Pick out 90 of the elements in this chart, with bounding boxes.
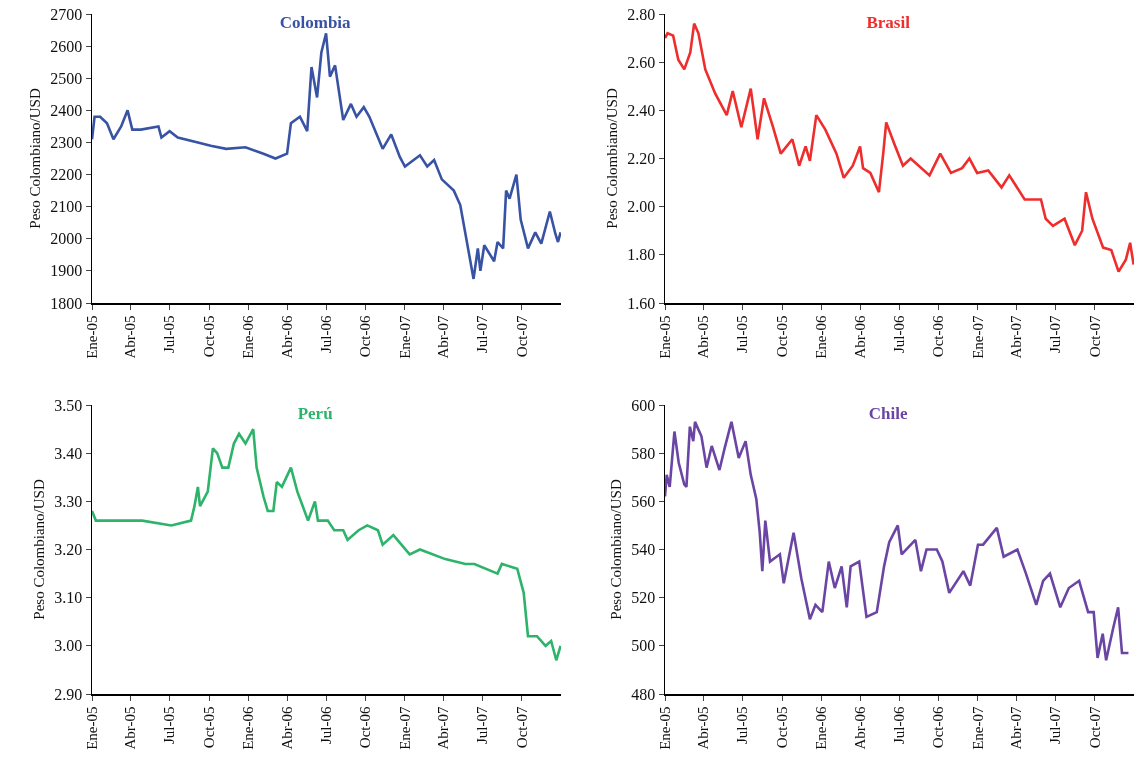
x-tick-label: Abr-07	[435, 315, 452, 359]
y-axis-title: Peso Colombiano/USD	[603, 88, 620, 229]
x-tick-label: Ene-05	[83, 706, 100, 750]
y-tick-label: 2000	[50, 230, 83, 248]
x-tick-label: Abr-05	[695, 315, 712, 359]
chart-title: Chile	[868, 403, 908, 423]
x-tick-label: Ene-06	[240, 315, 257, 359]
y-tick-label: 3.50	[54, 396, 83, 414]
x-tick-label: Abr-06	[851, 315, 868, 359]
y-tick-label: 3.10	[54, 589, 83, 607]
y-tick-label: 3.40	[54, 444, 83, 462]
x-tick-label: Ene-07	[969, 315, 986, 359]
y-tick-label: 3.20	[54, 541, 83, 559]
x-tick-label: Abr-05	[122, 706, 139, 750]
x-tick-label: Abr-06	[278, 315, 295, 359]
x-tick-label: Oct-06	[357, 315, 374, 358]
x-tick-label: Ene-05	[656, 706, 673, 750]
x-tick-label: Jul-07	[1047, 315, 1064, 353]
x-tick-label: Abr-07	[1008, 706, 1025, 750]
x-tick-label: Ene-06	[813, 706, 830, 750]
x-tick-label: Oct-07	[513, 706, 530, 749]
y-tick-label: 2.60	[627, 53, 656, 71]
y-tick-label: 2.40	[627, 101, 656, 119]
x-tick-label: Jul-07	[474, 706, 491, 744]
x-tick-label: Jul-05	[161, 315, 178, 353]
x-tick-label: Oct-05	[773, 315, 790, 358]
x-tick-label: Abr-05	[122, 315, 139, 359]
y-tick-label: 600	[631, 396, 656, 414]
x-tick-label: Jul-06	[890, 315, 907, 353]
x-tick-label: Oct-07	[1086, 315, 1103, 358]
chart-title: Colombia	[279, 12, 352, 32]
y-tick-label: 2700	[50, 5, 83, 23]
y-tick-label: 2500	[50, 69, 83, 87]
y-tick-label: 2100	[50, 198, 83, 216]
x-tick-label: Oct-05	[200, 706, 217, 749]
chart-title: Brasil	[866, 12, 911, 32]
x-tick-label: Oct-06	[930, 315, 947, 358]
y-axis-title: Peso Colombiano/USD	[26, 88, 43, 229]
y-axis-title: Peso Colombiano/USD	[607, 479, 624, 620]
y-tick-label: 560	[631, 492, 656, 510]
y-axis-title: Peso Colombiano/USD	[30, 479, 47, 620]
x-tick-label: Oct-07	[513, 315, 530, 358]
x-tick-label: Abr-07	[1008, 315, 1025, 359]
y-tick-label: 2.00	[627, 198, 656, 216]
y-tick-label: 2600	[50, 37, 83, 55]
x-tick-label: Ene-05	[656, 315, 673, 359]
line-series	[92, 31, 561, 281]
y-tick-label: 580	[631, 444, 656, 462]
line-series	[665, 420, 1130, 662]
y-tick-label: 2300	[50, 134, 83, 152]
y-tick-label: 3.00	[54, 637, 83, 655]
x-tick-label: Jul-07	[474, 315, 491, 353]
x-tick-label: Ene-07	[396, 706, 413, 750]
y-tick-label: 2400	[50, 101, 83, 119]
x-tick-label: Abr-06	[278, 706, 295, 750]
y-tick-label: 520	[631, 589, 656, 607]
x-tick-label: Abr-07	[435, 706, 452, 750]
x-tick-label: Jul-05	[161, 706, 178, 744]
y-tick-label: 3.30	[54, 492, 83, 510]
y-tick-label: 2.20	[627, 150, 656, 168]
y-tick-label: 540	[631, 541, 656, 559]
x-tick-label: Oct-05	[200, 315, 217, 358]
x-tick-label: Abr-06	[851, 706, 868, 750]
y-tick-label: 500	[631, 637, 656, 655]
x-tick-label: Ene-07	[396, 315, 413, 359]
x-tick-label: Jul-05	[734, 706, 751, 744]
x-tick-label: Oct-06	[930, 706, 947, 749]
x-tick-label: Oct-06	[357, 706, 374, 749]
y-tick-label: 2.80	[627, 5, 656, 23]
y-tick-label: 2200	[50, 166, 83, 184]
chart-title: Perú	[297, 403, 333, 423]
y-tick-label: 1.80	[627, 246, 656, 264]
x-tick-label: Jul-07	[1047, 706, 1064, 744]
x-tick-label: Ene-06	[240, 706, 257, 750]
y-tick-label: 1800	[50, 294, 83, 312]
x-tick-label: Oct-07	[1086, 706, 1103, 749]
x-tick-label: Jul-05	[734, 315, 751, 353]
y-tick-label: 1.60	[627, 294, 656, 312]
x-tick-label: Jul-06	[890, 706, 907, 744]
y-tick-label: 1900	[50, 262, 83, 280]
x-tick-label: Ene-07	[969, 706, 986, 750]
line-series	[92, 427, 561, 662]
x-tick-label: Ene-06	[813, 315, 830, 359]
y-tick-label: 2.90	[54, 685, 83, 703]
x-tick-label: Ene-05	[83, 315, 100, 359]
x-tick-label: Jul-06	[317, 315, 334, 353]
x-tick-label: Abr-05	[695, 706, 712, 750]
y-tick-label: 480	[631, 685, 656, 703]
x-tick-label: Oct-05	[773, 706, 790, 749]
x-tick-label: Jul-06	[317, 706, 334, 744]
